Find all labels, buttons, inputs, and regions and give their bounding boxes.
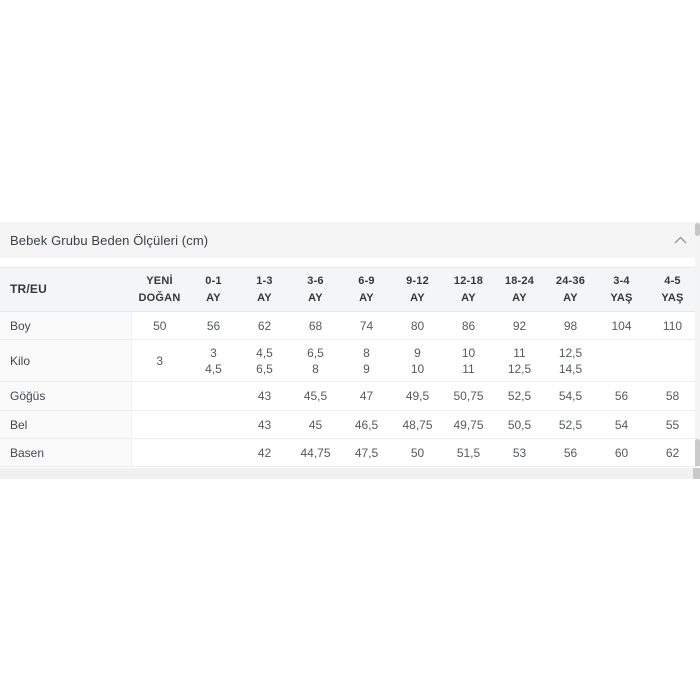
cell: 56 [545, 438, 596, 467]
cell: 53 [494, 438, 545, 467]
cell: 43 [239, 410, 290, 439]
cell: 45 [290, 410, 341, 439]
cell: 110 [662, 318, 683, 333]
cell: 46,5 [341, 410, 392, 439]
col-header-3-6-ay: 3-6 AY [290, 267, 341, 312]
cell: 104 [611, 318, 632, 333]
cell: 50,75 [443, 381, 494, 411]
cell: 52,5 [545, 410, 596, 439]
table-row-boy: Boy 50 56 62 68 74 80 86 92 98 104 110 [0, 311, 698, 340]
row-label: Basen [0, 438, 132, 467]
cell: 55 [647, 410, 698, 439]
cell: 56 [596, 381, 647, 411]
cell: 3 [131, 339, 188, 382]
scrollbar-corner [693, 468, 700, 479]
cell: 4,5 6,5 [239, 339, 290, 382]
chevron-up-path [674, 236, 686, 244]
cell: 62 [647, 438, 698, 467]
row-label: Bel [0, 410, 132, 439]
cell: 52,5 [494, 381, 545, 411]
cell [131, 410, 188, 439]
cell: 58 [647, 381, 698, 411]
vertical-scrollbar-thumb-bottom[interactable] [695, 439, 700, 466]
cell [131, 381, 188, 411]
cell: 42 [239, 438, 290, 467]
col-header-yeni-dogan: YENİ DOĞAN [131, 267, 188, 312]
table-row-bel: Bel 43 45 46,5 48,75 49,75 50,5 52,5 54 … [0, 410, 698, 439]
cell: 68 [308, 318, 323, 333]
cell: 54,5 [545, 381, 596, 411]
cell [647, 339, 698, 382]
panel-body: TR/EU YENİ DOĞAN 0-1 AY 1-3 AY 3-6 AY 6-… [0, 258, 700, 479]
col-header-24-36-ay: 24-36 AY [545, 267, 596, 312]
chevron-up-glyph [674, 236, 686, 244]
cell: 74 [359, 318, 374, 333]
col-header-3-4-yas: 3-4 YAŞ [596, 267, 647, 312]
cell: 98 [563, 318, 578, 333]
col-header-0-1-ay: 0-1 AY [188, 267, 239, 312]
cell: 62 [257, 318, 272, 333]
cell: 60 [596, 438, 647, 467]
cell [188, 438, 239, 467]
cell: 11 12,5 [494, 339, 545, 382]
col-header-6-9-ay: 6-9 AY [341, 267, 392, 312]
cell: 56 [206, 318, 221, 333]
cell: 80 [410, 318, 425, 333]
cell: 54 [596, 410, 647, 439]
cell: 50,5 [494, 410, 545, 439]
cell: 3 4,5 [188, 339, 239, 382]
cell: 6,5 8 [290, 339, 341, 382]
cell [596, 339, 647, 382]
vertical-scrollbar-thumb[interactable] [695, 223, 700, 236]
panel-header[interactable]: Bebek Grubu Beden Ölçüleri (cm) [0, 222, 700, 258]
col-header-4-5-yas: 4-5 YAŞ [647, 267, 698, 312]
cell: 51,5 [443, 438, 494, 467]
size-table: TR/EU YENİ DOĞAN 0-1 AY 1-3 AY 3-6 AY 6-… [0, 267, 698, 467]
row-label: Kilo [0, 339, 132, 382]
chevron-up-icon[interactable] [672, 232, 688, 248]
col-header-12-18-ay: 12-18 AY [443, 267, 494, 312]
panel-title: Bebek Grubu Beden Ölçüleri (cm) [10, 232, 209, 248]
cell: 49,5 [392, 381, 443, 411]
cell [188, 381, 239, 411]
cell: 43 [239, 381, 290, 411]
col-header-tr-eu: TR/EU [0, 267, 131, 312]
table-row-gogus: Göğüs 43 45,5 47 49,5 50,75 52,5 54,5 56… [0, 381, 698, 411]
horizontal-scrollbar[interactable] [0, 468, 700, 479]
cell: 47,5 [341, 438, 392, 467]
cell: 45,5 [290, 381, 341, 411]
vertical-scrollbar[interactable] [695, 222, 700, 466]
cell: 9 10 [392, 339, 443, 382]
cell: 10 11 [443, 339, 494, 382]
cell: 92 [512, 318, 527, 333]
row-label: Göğüs [0, 381, 132, 411]
table-row-basen: Basen 42 44,75 47,5 50 51,5 53 56 60 62 [0, 438, 698, 467]
cell [131, 438, 188, 467]
cell: 49,75 [443, 410, 494, 439]
col-header-9-12-ay: 9-12 AY [392, 267, 443, 312]
col-header-18-24-ay: 18-24 AY [494, 267, 545, 312]
cell: 86 [461, 318, 476, 333]
table-header-row: TR/EU YENİ DOĞAN 0-1 AY 1-3 AY 3-6 AY 6-… [0, 267, 698, 312]
cell: 8 9 [341, 339, 392, 382]
cell: 12,5 14,5 [545, 339, 596, 382]
cell [188, 410, 239, 439]
col-header-1-3-ay: 1-3 AY [239, 267, 290, 312]
table-row-kilo: Kilo 3 3 4,5 4,5 6,5 6,5 8 8 9 9 10 10 1… [0, 339, 698, 382]
cell: 48,75 [392, 410, 443, 439]
size-chart-panel: Bebek Grubu Beden Ölçüleri (cm) TR/EU [0, 222, 700, 479]
cell: 47 [341, 381, 392, 411]
row-label: Boy [0, 311, 132, 340]
cell: 50 [153, 318, 167, 333]
cell: 50 [392, 438, 443, 467]
cell: 44,75 [290, 438, 341, 467]
